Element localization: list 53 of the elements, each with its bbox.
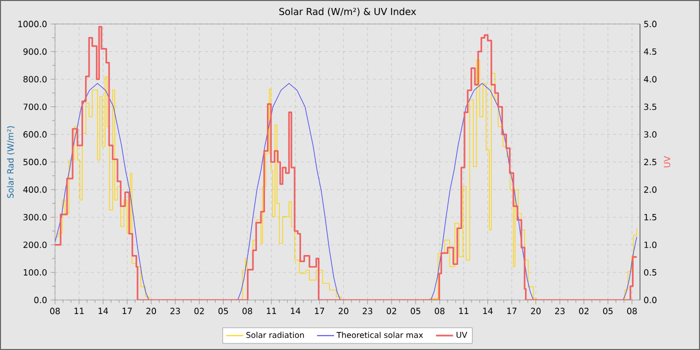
y2-tick-label: 2.0 bbox=[644, 186, 656, 193]
y2-tick-label: 2.5 bbox=[644, 158, 656, 166]
y-tick-label: 100.0 bbox=[24, 269, 47, 276]
y2-tick-label: 0.0 bbox=[644, 296, 656, 304]
y2-tick-label: 3.0 bbox=[644, 131, 656, 138]
y-tick-label: 1000.0 bbox=[18, 20, 47, 28]
x-tick-label: 08 bbox=[434, 308, 444, 314]
x-tick-label: 23 bbox=[362, 308, 372, 314]
y-tick-label: 800.0 bbox=[23, 76, 47, 82]
y2-tick-label: 0.5 bbox=[644, 269, 656, 276]
x-tick-label: 14 bbox=[483, 308, 493, 314]
y-tick-label: 300.0 bbox=[24, 214, 47, 220]
x-tick-label: 08 bbox=[242, 308, 252, 314]
x-tick-label: 02 bbox=[194, 308, 204, 314]
legend-label: Solar radiation bbox=[246, 332, 304, 338]
x-tick-label: 02 bbox=[386, 308, 396, 314]
x-tick-label: 20 bbox=[531, 308, 541, 314]
x-tick-label: 17 bbox=[507, 308, 516, 314]
y-tick-label: 0.0 bbox=[34, 296, 47, 304]
y2-tick-label: 3.5 bbox=[644, 104, 656, 110]
y-tick-label: 700.0 bbox=[24, 104, 47, 110]
x-tick-label: 11 bbox=[459, 308, 468, 314]
y2-tick-label: 5.0 bbox=[644, 20, 656, 28]
y-tick-label: 200.0 bbox=[23, 242, 47, 248]
x-tick-label: 08 bbox=[627, 308, 637, 314]
y2-tick-label: 1.0 bbox=[644, 242, 656, 248]
y-tick-label: 900.0 bbox=[23, 48, 47, 55]
y-axis-title: Solar Rad (W/m²) bbox=[7, 126, 15, 198]
x-tick-label: 02 bbox=[579, 308, 588, 314]
x-tick-label: 23 bbox=[555, 308, 565, 314]
x-tick-label: 05 bbox=[218, 308, 228, 314]
y2-tick-label: 1.5 bbox=[644, 214, 656, 220]
x-tick-label: 17 bbox=[314, 308, 324, 314]
legend-label: UV bbox=[456, 332, 468, 338]
y2-tick-label: 4.0 bbox=[644, 76, 656, 82]
y-tick-label: 600.0 bbox=[23, 131, 47, 138]
chart-title: Solar Rad (W/m²) & UV Index bbox=[279, 8, 416, 16]
legend-label: Theoretical solar max bbox=[336, 332, 423, 338]
x-tick-label: 05 bbox=[410, 308, 420, 314]
x-tick-label: 08 bbox=[50, 308, 60, 314]
y2-axis-title: UV bbox=[664, 156, 670, 168]
x-tick-label: 11 bbox=[74, 308, 84, 314]
x-tick-label: 23 bbox=[170, 308, 180, 314]
y2-tick-label: 4.5 bbox=[644, 48, 656, 55]
x-tick-label: 14 bbox=[290, 308, 300, 314]
x-tick-label: 17 bbox=[122, 308, 132, 314]
x-tick-label: 20 bbox=[338, 308, 348, 314]
y-tick-label: 500.0 bbox=[24, 158, 47, 166]
x-tick-label: 20 bbox=[146, 308, 156, 314]
x-tick-label: 05 bbox=[603, 308, 613, 314]
y-tick-label: 400.0 bbox=[23, 186, 47, 193]
x-tick-label: 11 bbox=[266, 308, 276, 314]
x-tick-label: 14 bbox=[98, 308, 108, 314]
